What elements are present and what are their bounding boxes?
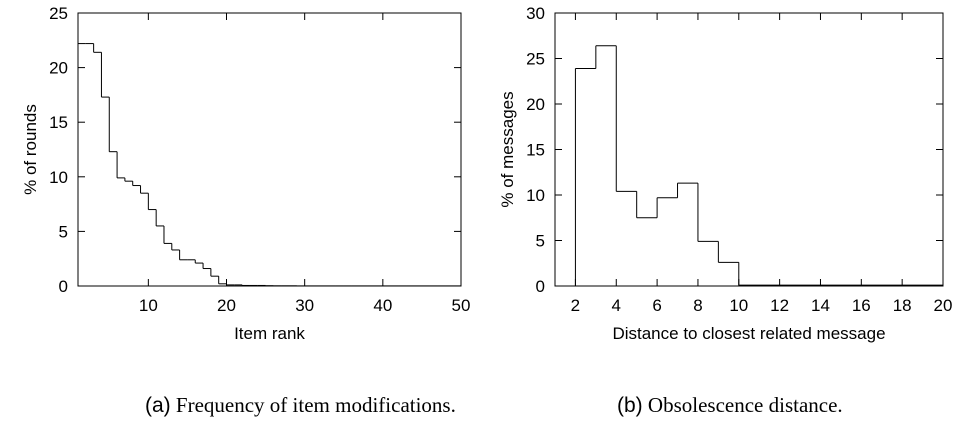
chart-b-x-tick-label: 4 [612,296,621,315]
chart-b-y-tick-label: 15 [526,141,545,160]
chart-a-y-tick-label: 5 [59,222,68,241]
chart-b-y-axis-label: % of messages [498,91,517,207]
chart-b-x-tick-label: 14 [811,296,830,315]
chart-a-y-tick-label: 15 [49,113,68,132]
chart-a-plot-frame [77,12,462,287]
chart-a-series [78,43,461,287]
chart-a-y-tick-label: 0 [59,277,68,296]
chart-b-y-tick-label: 25 [526,50,545,69]
caption-a-label: (a) [145,394,171,417]
chart-b-y-tick-label: 20 [526,95,545,114]
chart-a-x-tick-label: 30 [295,296,314,315]
chart-a-y-tick-label: 10 [49,168,68,187]
chart-a-x-tick-label: 50 [452,296,471,315]
chart-b-x-tick-label: 6 [652,296,661,315]
chart-obsolescence-distance: 0 5 10 15 20 25 30 2 4 6 8 10 12 14 16 18 20 Distance to … [498,4,952,343]
chart-a-x-tick-label: 40 [373,296,392,315]
caption-b-label: (b) [617,394,643,417]
chart-b-y-tick-label: 5 [536,232,545,251]
chart-a-x-tick-label: 20 [217,296,236,315]
chart-b-x-tick-label: 10 [729,296,748,315]
chart-b-y-tick-label: 10 [526,186,545,205]
chart-b-x-tick-label: 12 [770,296,789,315]
chart-a-y-tick-label: 25 [49,4,68,23]
chart-item-rank-frequency: 0 5 10 15 20 25 10 20 30 40 50 Item rank % of rounds [21,4,470,343]
caption-a-text: Frequency of item modifications. [170,393,456,417]
chart-b-x-tick-label: 18 [893,296,912,315]
chart-a-y-tick-label: 20 [49,59,68,78]
chart-b-x-tick-label: 16 [852,296,871,315]
chart-b-y-tick-label: 0 [536,277,545,296]
chart-b-x-tick-label: 2 [571,296,580,315]
chart-b-x-axis-label: Distance to closest related message [612,324,885,343]
chart-b-x-tick-label: 8 [693,296,702,315]
chart-b-y-tick-label: 30 [526,4,545,23]
chart-a-y-axis-label: % of rounds [21,104,40,195]
chart-b-x-tick-label: 20 [934,296,953,315]
chart-a-x-tick-label: 10 [139,296,158,315]
chart-b-series [574,45,943,286]
caption-b: (b) Obsolescence distance. [617,393,843,418]
chart-b-plot-frame [554,12,944,287]
chart-a-x-axis-label: Item rank [234,324,305,343]
caption-b-text: Obsolescence distance. [642,393,843,417]
caption-a: (a) Frequency of item modifications. [145,393,456,418]
